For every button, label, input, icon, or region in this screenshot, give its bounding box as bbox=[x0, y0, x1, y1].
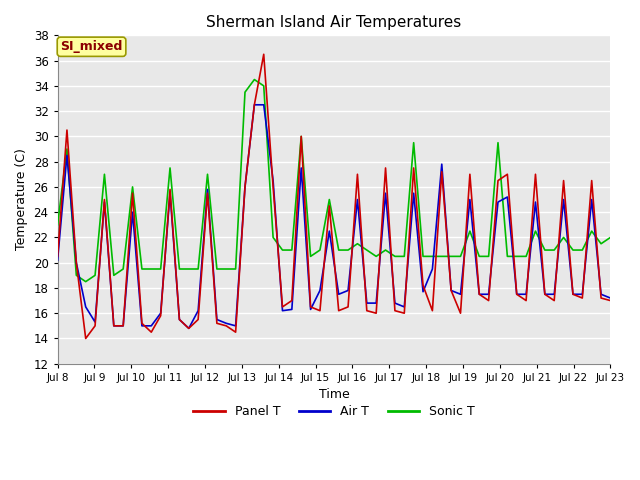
Legend: Panel T, Air T, Sonic T: Panel T, Air T, Sonic T bbox=[188, 400, 480, 423]
Y-axis label: Temperature (C): Temperature (C) bbox=[15, 149, 28, 251]
Title: Sherman Island Air Temperatures: Sherman Island Air Temperatures bbox=[206, 15, 461, 30]
X-axis label: Time: Time bbox=[319, 388, 349, 401]
Text: SI_mixed: SI_mixed bbox=[60, 40, 123, 53]
